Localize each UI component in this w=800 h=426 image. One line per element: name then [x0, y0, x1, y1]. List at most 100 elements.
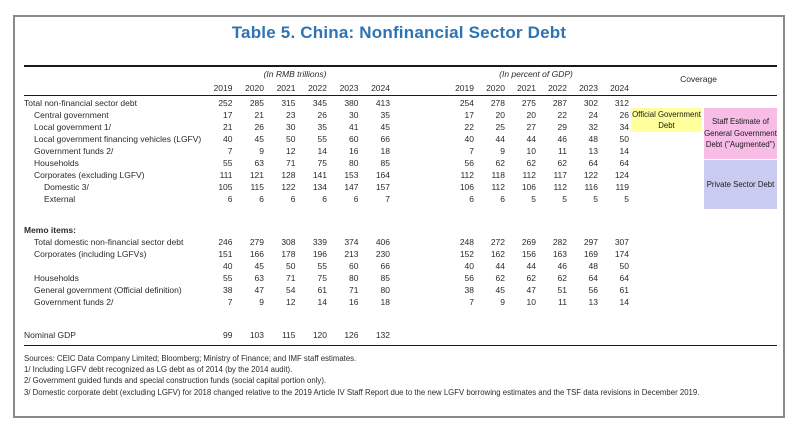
cell-rmb: 35: [317, 122, 327, 132]
coverage-cell: [629, 296, 768, 308]
cell-pct: 44: [495, 261, 505, 271]
table-bottom-rule: [24, 345, 777, 346]
group-gap: [390, 248, 443, 260]
row-label: Corporates (excluding LGFV): [34, 170, 145, 180]
footnote-line: 3/ Domestic corporate debt (excluding LG…: [24, 387, 700, 397]
coverage-cell: [629, 329, 768, 341]
cell-rmb: 41: [349, 122, 359, 132]
cell-pct: 10: [526, 146, 536, 156]
cell-pct: 13: [588, 297, 598, 307]
cell-pct: 24: [588, 110, 598, 120]
cell-pct: 61: [619, 285, 629, 295]
cell-rmb: 6: [353, 194, 359, 204]
cell-rmb: 12: [286, 146, 296, 156]
cell-rmb: 126: [344, 330, 359, 340]
table-row: General government (Official definition)…: [24, 284, 768, 296]
cell-pct: 5: [593, 194, 598, 204]
table-row: Government funds 2/7 9 12 14 16 18 7 9 10 11 13 14: [24, 296, 768, 308]
group-gap: [390, 145, 443, 157]
cell-pct: 14: [619, 297, 629, 307]
cell-pct: 156: [521, 249, 536, 259]
cell-rmb: 50: [286, 261, 296, 271]
cell-pct: 51: [557, 285, 567, 295]
cell-pct: 297: [583, 237, 598, 247]
cell-pct: 9: [500, 146, 505, 156]
cell-pct: 14: [619, 146, 629, 156]
row-label: Total non-financial sector debt: [24, 98, 137, 108]
cell-rmb: 315: [281, 98, 296, 108]
cell-rmb: 75: [317, 158, 327, 168]
cell-rmb: 14: [317, 146, 327, 156]
table-title: Table 5. China: Nonfinancial Sector Debt: [231, 23, 567, 42]
group-gap: [390, 133, 443, 145]
table-row: Local government financing vehicles (LGF…: [24, 133, 768, 145]
cell-rmb: 115: [250, 182, 264, 192]
row-label: Domestic 3/: [44, 182, 89, 192]
cell-pct: 64: [588, 273, 598, 283]
group-gap: [390, 109, 443, 121]
cell-rmb: 345: [312, 98, 327, 108]
cell-rmb: 178: [281, 249, 296, 259]
cell-rmb: 54: [286, 285, 296, 295]
cell-rmb: 40: [223, 261, 233, 271]
cell-rmb: [296, 224, 328, 236]
coverage-box-augmented-label: Staff Estimate of General Government Deb…: [704, 117, 777, 150]
cell-rmb: 122: [281, 182, 296, 192]
cell-pct: 22: [464, 122, 474, 132]
cell-pct: 282: [552, 237, 567, 247]
cell-pct: [567, 329, 598, 341]
coverage-cell: [629, 224, 768, 236]
cell-pct: 9: [500, 297, 505, 307]
cell-pct: 162: [490, 249, 505, 259]
row-label: Households: [34, 158, 79, 168]
table-row: Government funds 2/7 9 12 14 16 18 7 9 10 11 13 14: [24, 145, 768, 157]
cell-pct: 40: [464, 134, 474, 144]
cell-pct: 50: [619, 261, 629, 271]
cell-pct: [505, 224, 536, 236]
cell-pct: 17: [464, 110, 474, 120]
group-gap: [390, 97, 443, 109]
cell-pct: 34: [619, 122, 629, 132]
coverage-box-private-label: Private Sector Debt: [706, 179, 775, 189]
cell-rmb: 80: [380, 285, 390, 295]
cell-rmb: 115: [281, 330, 296, 340]
cell-pct: 46: [557, 261, 567, 271]
cell-rmb: 196: [312, 249, 327, 259]
row-label: Local government financing vehicles (LGF…: [34, 134, 202, 144]
group-gap: [390, 260, 443, 272]
group-gap: [390, 157, 443, 169]
row-label: Corporates (including LGFVs): [34, 249, 147, 259]
cell-rmb: 105: [218, 182, 233, 192]
cell-pct: 254: [459, 98, 474, 108]
table-row: Total domestic non-financial sector debt…: [24, 236, 768, 248]
year-header-rmb: 2021: [276, 83, 296, 93]
row-label: Memo items:: [24, 225, 76, 235]
cell-pct: 174: [614, 249, 629, 259]
cell-pct: 44: [526, 261, 536, 271]
year-header-pct: 2021: [517, 83, 536, 93]
cell-rmb: 21: [223, 122, 233, 132]
cell-pct: [536, 224, 567, 236]
cell-pct: 287: [552, 98, 567, 108]
footnote-line: 1/ Including LGFV debt recognized as LG …: [24, 365, 293, 375]
cell-rmb: 7: [227, 146, 233, 156]
cell-pct: 48: [588, 134, 598, 144]
cell-rmb: 230: [375, 249, 390, 259]
group-gap: [390, 329, 443, 341]
cell-pct: 10: [526, 297, 536, 307]
group-gap: [390, 181, 443, 193]
cell-pct: 29: [557, 122, 567, 132]
group-gap: [390, 272, 443, 284]
cell-rmb: 66: [380, 134, 390, 144]
cell-rmb: 103: [249, 330, 264, 340]
cell-rmb: 35: [380, 110, 390, 120]
cell-pct: 32: [588, 122, 598, 132]
cell-pct: 169: [583, 249, 598, 259]
cell-rmb: 339: [312, 237, 327, 247]
year-header-rmb: 2022: [308, 83, 327, 93]
cell-rmb: 18: [380, 146, 390, 156]
cell-pct: 11: [558, 146, 567, 156]
footnotes: Sources: CEIC Data Company Limited; Bloo…: [24, 353, 774, 398]
cell-pct: 62: [526, 273, 536, 283]
cell-pct: 48: [588, 261, 598, 271]
